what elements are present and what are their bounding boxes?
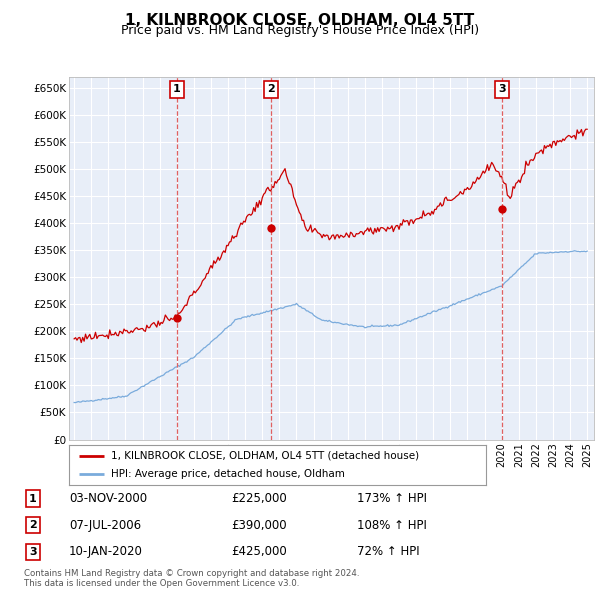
Text: £225,000: £225,000 bbox=[231, 492, 287, 505]
Text: 2: 2 bbox=[29, 520, 37, 530]
Text: Contains HM Land Registry data © Crown copyright and database right 2024.
This d: Contains HM Land Registry data © Crown c… bbox=[24, 569, 359, 588]
Text: 2: 2 bbox=[267, 84, 275, 94]
Text: 07-JUL-2006: 07-JUL-2006 bbox=[69, 519, 141, 532]
Text: 72% ↑ HPI: 72% ↑ HPI bbox=[357, 545, 419, 558]
Text: 1, KILNBROOK CLOSE, OLDHAM, OL4 5TT (detached house): 1, KILNBROOK CLOSE, OLDHAM, OL4 5TT (det… bbox=[110, 451, 419, 461]
Text: 173% ↑ HPI: 173% ↑ HPI bbox=[357, 492, 427, 505]
Text: 1, KILNBROOK CLOSE, OLDHAM, OL4 5TT: 1, KILNBROOK CLOSE, OLDHAM, OL4 5TT bbox=[125, 13, 475, 28]
Text: HPI: Average price, detached house, Oldham: HPI: Average price, detached house, Oldh… bbox=[110, 469, 344, 479]
Text: 03-NOV-2000: 03-NOV-2000 bbox=[69, 492, 147, 505]
Text: £425,000: £425,000 bbox=[231, 545, 287, 558]
Text: £390,000: £390,000 bbox=[231, 519, 287, 532]
Text: 108% ↑ HPI: 108% ↑ HPI bbox=[357, 519, 427, 532]
Text: 3: 3 bbox=[499, 84, 506, 94]
Text: 3: 3 bbox=[29, 547, 37, 556]
Text: 10-JAN-2020: 10-JAN-2020 bbox=[69, 545, 143, 558]
Text: 1: 1 bbox=[173, 84, 181, 94]
Text: 1: 1 bbox=[29, 494, 37, 503]
Text: Price paid vs. HM Land Registry's House Price Index (HPI): Price paid vs. HM Land Registry's House … bbox=[121, 24, 479, 37]
